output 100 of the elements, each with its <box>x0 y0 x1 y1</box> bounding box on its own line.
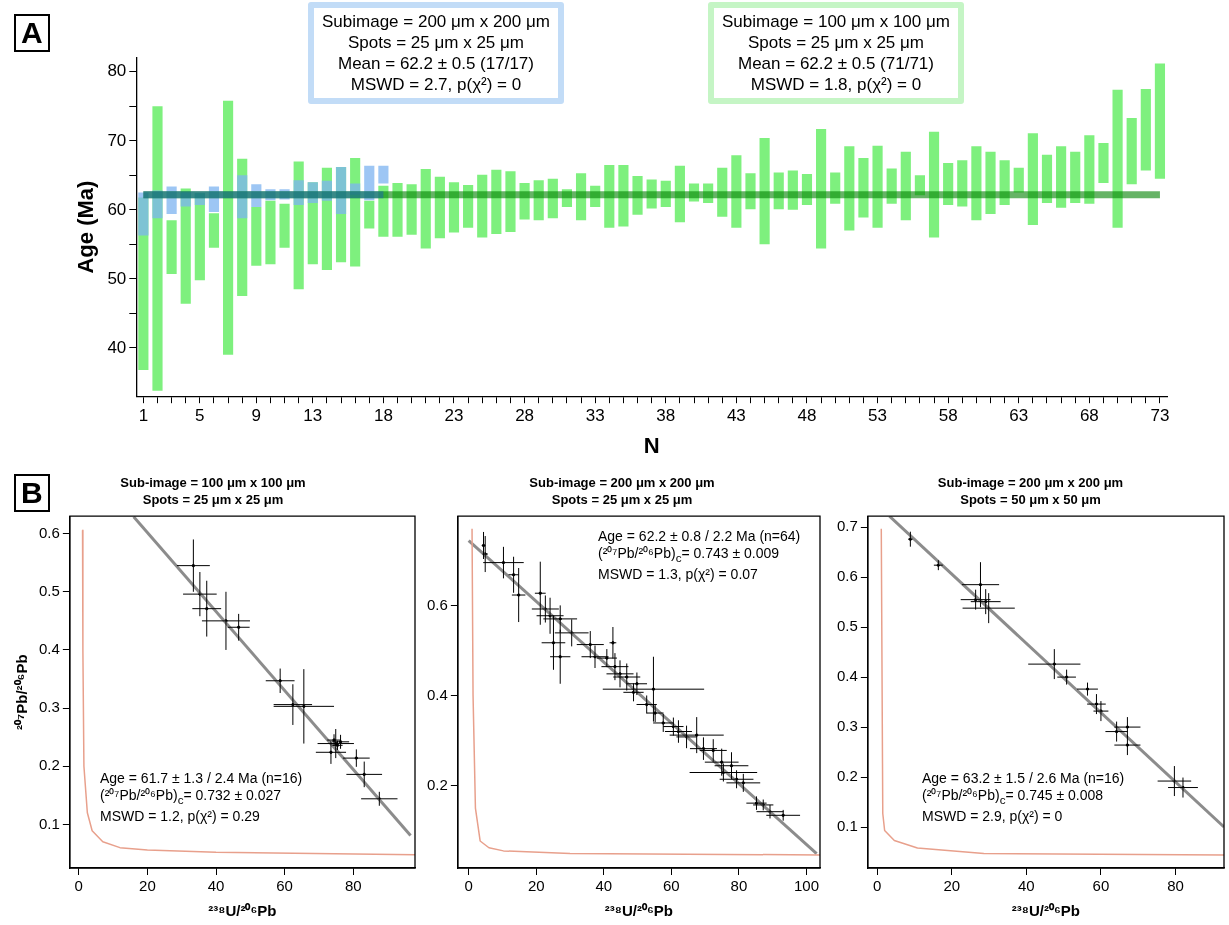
x-axis-title: N <box>643 432 660 458</box>
bar <box>1154 63 1166 179</box>
bar <box>463 185 474 228</box>
y-tick-label: 0.6 <box>426 595 448 613</box>
x-tick-label: 60 <box>663 877 680 895</box>
y-tick-label: 0.3 <box>836 717 858 735</box>
y-tick-label: 0.4 <box>38 640 60 658</box>
x-axis-title: ²³⁸U/²⁰⁶Pb <box>208 902 277 920</box>
x-tick-label: 68 <box>1079 406 1099 426</box>
bar <box>1070 151 1081 203</box>
bar <box>1126 118 1137 185</box>
bar <box>957 160 968 207</box>
bar <box>1013 167 1024 193</box>
bar <box>759 138 770 245</box>
bar <box>519 182 530 220</box>
bar <box>279 203 290 248</box>
bar <box>265 189 276 201</box>
y-tick-label: 40 <box>107 337 127 357</box>
bar <box>844 146 855 231</box>
bar <box>152 106 163 391</box>
x-tick-label: 58 <box>938 406 958 426</box>
bar <box>773 172 784 210</box>
bar <box>943 162 954 206</box>
x-tick-label: 5 <box>195 406 205 426</box>
bar <box>223 100 234 355</box>
bar <box>208 213 220 248</box>
x-tick-label: 80 <box>730 877 748 895</box>
annotation: Subimage = 100 μm x 100 μm Spots = 25 μm x 25 μm Mean = 62.2 ± 0.5 (71/71) MSWD = 1.8, p(χ²) = 0 <box>708 2 964 104</box>
bar <box>985 151 996 214</box>
annotation: MSWD = 1.3, p(χ²) = 0.07 <box>598 565 758 582</box>
bar <box>237 175 248 219</box>
x-tick-label: 28 <box>515 406 535 426</box>
bar <box>180 192 191 207</box>
bar <box>1140 89 1151 171</box>
y-tick-label: 0.2 <box>836 767 858 785</box>
bar <box>180 188 191 304</box>
bar <box>872 145 883 228</box>
bar <box>491 169 502 234</box>
x-tick-label: 0 <box>74 877 83 895</box>
annotation: Subimage = 200 μm x 200 μm Spots = 25 μm x 25 μm Mean = 62.2 ± 0.5 (17/17) MSWD = 2.7, p(χ²) = 0 <box>308 2 564 104</box>
x-tick-label: 20 <box>139 877 156 895</box>
y-axis-title: ²⁰⁷Pb/²⁰⁶Pb <box>13 654 31 730</box>
annotation: (²⁰⁷Pb/²⁰⁶Pb)$_{c}$= 0.743 ± 0.009 <box>598 545 780 564</box>
bar <box>547 178 558 219</box>
y-tick-label: 0.3 <box>38 698 60 716</box>
x-tick-label: 100 <box>793 877 819 895</box>
y-tick-label: 0.2 <box>38 756 60 774</box>
x-tick-label: 48 <box>797 406 817 426</box>
bar <box>378 165 389 184</box>
bar <box>279 189 290 200</box>
bar <box>335 167 347 214</box>
x-tick-label: 18 <box>373 406 393 426</box>
bar <box>364 200 375 229</box>
bar <box>251 184 262 208</box>
x-tick-label: 38 <box>656 406 676 426</box>
chart-subtitle: Spots = 25 μm x 25 μm <box>551 491 693 507</box>
bar <box>1056 146 1067 208</box>
bar <box>166 220 177 275</box>
chart-title: Sub-image = 200 μm x 200 μm <box>529 475 715 491</box>
bar <box>886 168 897 204</box>
bar <box>604 164 615 228</box>
bar <box>251 207 262 266</box>
bar <box>703 183 714 203</box>
bar <box>477 174 488 238</box>
x-tick-label: 0 <box>873 877 882 895</box>
y-tick-label: 0.4 <box>836 667 858 685</box>
x-tick-label: 13 <box>303 406 323 426</box>
bar <box>787 170 798 210</box>
bar <box>632 176 643 215</box>
y-tick-label: 0.7 <box>836 517 858 535</box>
bar <box>999 160 1010 206</box>
bar <box>590 185 601 208</box>
annotation: Age = 61.7 ± 1.3 / 2.4 Ma (n=16) <box>100 770 303 786</box>
annotation: Age = 63.2 ± 1.5 / 2.6 Ma (n=16) <box>922 770 1125 786</box>
bar <box>717 167 728 217</box>
chart-title: Sub-image = 200 μm x 200 μm <box>937 475 1124 491</box>
x-tick-label: 40 <box>1018 877 1035 895</box>
y-tick-label: 70 <box>107 130 127 150</box>
y-tick-label: 50 <box>107 268 127 288</box>
x-tick-label: 23 <box>444 406 464 426</box>
bar <box>928 131 940 238</box>
x-tick-label: 80 <box>344 877 362 895</box>
x-tick-label: 40 <box>207 877 225 895</box>
x-axis-title: ²³⁸U/²⁰⁶Pb <box>1011 902 1080 920</box>
x-tick-label: 1 <box>138 406 149 426</box>
bar <box>434 176 445 239</box>
y-tick-label: 80 <box>107 61 127 81</box>
bar <box>364 165 375 201</box>
bar <box>265 200 276 265</box>
x-tick-label: 20 <box>527 877 545 895</box>
bar <box>618 164 629 227</box>
bar <box>900 151 911 221</box>
bar <box>321 180 332 201</box>
bar <box>1112 89 1123 228</box>
x-tick-label: 60 <box>276 877 293 895</box>
bar <box>688 183 700 202</box>
y-axis-title: Age (Ma) <box>73 180 99 274</box>
y-tick-label: 0.5 <box>38 581 60 599</box>
annotation: Age = 62.2 ± 0.8 / 2.2 Ma (n=64) <box>598 528 801 544</box>
bar <box>392 182 403 237</box>
